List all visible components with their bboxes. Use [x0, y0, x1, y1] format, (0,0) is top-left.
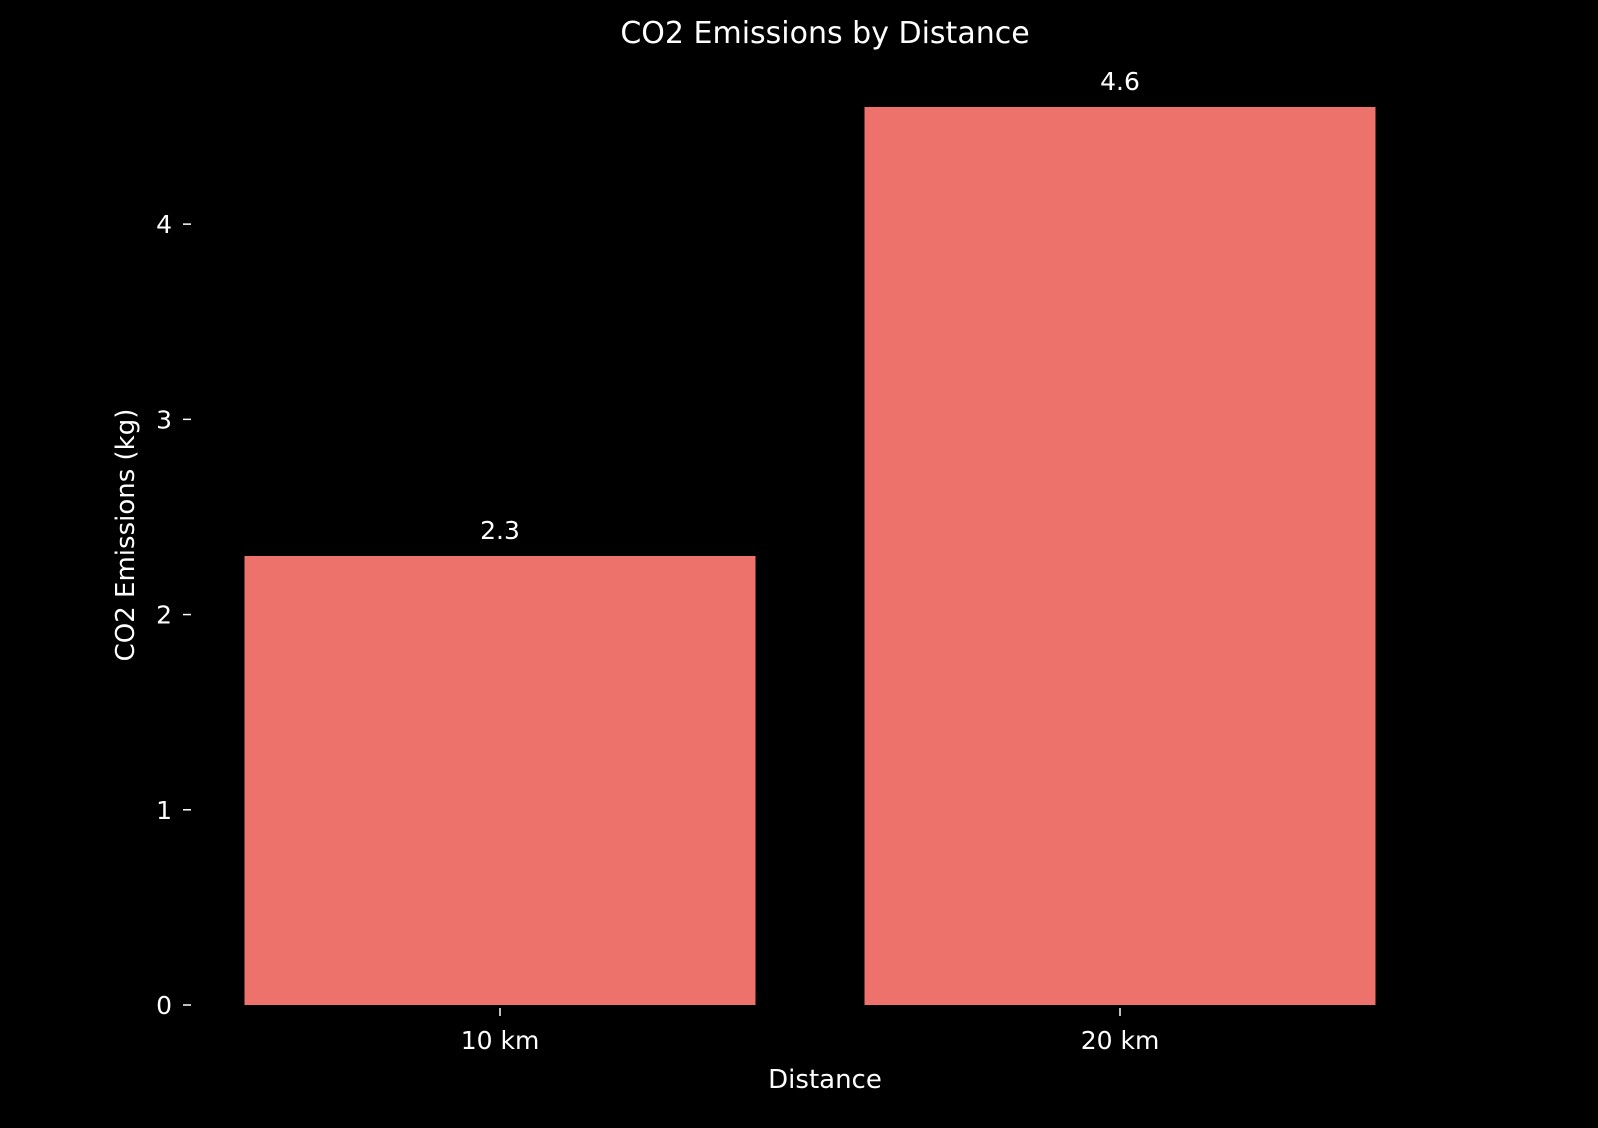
bar-value-label: 2.3: [480, 516, 520, 545]
x-axis-ticks: 10 km 20 km: [461, 1008, 1160, 1055]
y-tick-label: 3: [156, 405, 172, 434]
bar-value-label: 4.6: [1100, 67, 1140, 96]
y-tick-label: 0: [156, 991, 172, 1020]
bar-20-km: [864, 107, 1376, 1005]
x-axis-label: Distance: [768, 1065, 882, 1095]
y-axis-ticks: 0 1 2 3 4: [156, 210, 191, 1020]
x-tick-label: 20 km: [1081, 1026, 1160, 1055]
bars-group: 2.3 4.6: [244, 67, 1376, 1005]
y-tick-label: 4: [156, 210, 172, 239]
y-tick-label: 2: [156, 601, 172, 630]
chart-title: CO2 Emissions by Distance: [620, 16, 1029, 51]
bar-10-km: [244, 556, 756, 1005]
x-tick-label: 10 km: [461, 1026, 540, 1055]
y-tick-label: 1: [156, 796, 172, 825]
y-axis-label: CO2 Emissions (kg): [111, 409, 141, 662]
